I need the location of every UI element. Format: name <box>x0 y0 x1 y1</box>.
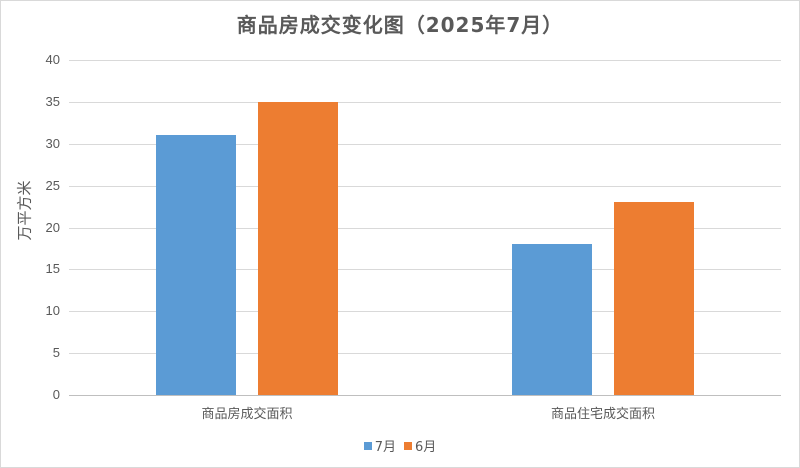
y-axis-label: 万平方米 <box>14 180 35 240</box>
gridline-30 <box>69 143 781 145</box>
gridline-5 <box>69 353 781 355</box>
legend-label-july: 7月 <box>374 440 396 455</box>
y-tick-label: 25 <box>45 177 60 193</box>
bar-6月-商品房成交面积 <box>258 101 338 395</box>
gridline-40 <box>69 60 781 61</box>
x-category-label: 商品房成交面积 <box>201 407 293 422</box>
bar-7月-商品住宅成交面积 <box>512 244 592 395</box>
gridline-25 <box>69 185 781 187</box>
legend-item-june: 6月 <box>404 436 436 455</box>
y-tick-label: 40 <box>45 52 60 67</box>
gridline-15 <box>69 269 781 271</box>
bar-6月-商品住宅成交面积 <box>614 202 694 395</box>
y-axis-label-text: 万平方米 <box>15 180 34 241</box>
x-category-label: 商品住宅成交面积 <box>550 407 655 422</box>
legend-item-july: 7月 <box>363 436 396 455</box>
y-tick-label: 5 <box>52 345 60 361</box>
y-tick-label: 20 <box>45 219 60 235</box>
legend: 7月 6月 <box>0 436 800 455</box>
y-tick-label: 15 <box>45 261 60 277</box>
legend-label-june: 6月 <box>415 440 437 455</box>
y-tick-label: 10 <box>45 303 60 319</box>
gridline-35 <box>69 101 781 103</box>
plot-area <box>69 60 781 396</box>
legend-swatch-june <box>404 441 412 450</box>
chart-title: 商品房成交变化图（2025年7月） <box>236 13 564 37</box>
gridline-0 <box>69 395 781 396</box>
gridline-20 <box>69 227 781 229</box>
gridline-10 <box>69 311 781 313</box>
y-tick-label: 0 <box>52 387 60 402</box>
legend-swatch-july <box>363 441 372 450</box>
y-tick-label: 35 <box>45 93 60 109</box>
y-tick-label: 30 <box>45 135 60 151</box>
bar-7月-商品房成交面积 <box>156 135 236 395</box>
